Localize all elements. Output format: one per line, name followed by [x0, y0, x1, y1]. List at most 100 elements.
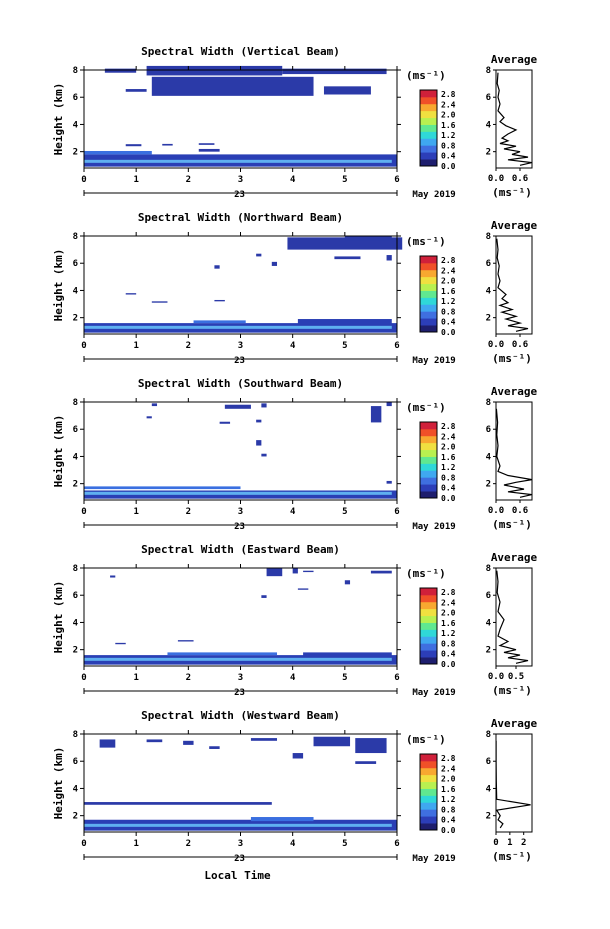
colorbar-tick-label: 0.0 — [441, 660, 456, 669]
average-y-tick-label: 8 — [486, 398, 491, 408]
average-y-tick-label: 4 — [486, 286, 492, 296]
y-tick-label: 6 — [73, 93, 78, 103]
heatmap-cell — [386, 255, 392, 261]
colorbar-tick-label: 0.0 — [441, 826, 456, 835]
average-unit: (ms⁻¹) — [492, 186, 532, 199]
colorbar-swatch — [420, 117, 437, 125]
colorbar-swatch — [420, 795, 437, 803]
colorbar-swatch — [420, 788, 437, 796]
average-x-tick-label: 0.5 — [508, 672, 524, 682]
heatmap-cell — [250, 738, 278, 741]
colorbar-swatch — [420, 636, 437, 644]
y-tick-label: 6 — [73, 757, 78, 767]
colorbar-swatch — [420, 422, 437, 430]
colorbar-swatch — [420, 823, 437, 831]
average-frame — [495, 235, 533, 335]
colorbar-tick-label: 1.6 — [441, 287, 456, 296]
heatmap-cell — [84, 823, 392, 827]
heatmap-cell — [282, 68, 387, 75]
colorbar-tick-label: 0.0 — [441, 162, 456, 171]
heatmap-cell — [334, 256, 361, 260]
colorbar-unit: (ms⁻¹) — [406, 401, 446, 414]
colorbar-swatch — [420, 643, 437, 651]
colorbar-swatch — [420, 484, 437, 492]
x-tick-label: 4 — [290, 507, 296, 517]
colorbar-tick-label: 2.4 — [441, 764, 456, 773]
average-profile-line — [495, 408, 533, 498]
colorbar-swatch — [420, 256, 437, 264]
average-y-tick-label: 4 — [486, 618, 492, 628]
colorbar-tick-label: 0.4 — [441, 318, 456, 327]
colorbar-tick-label: 1.2 — [441, 131, 456, 140]
heatmap-cell — [256, 253, 262, 257]
x-tick-label: 3 — [238, 839, 243, 849]
heatmap-cell — [297, 319, 392, 325]
x-tick-label: 0 — [81, 341, 86, 351]
y-tick-label: 6 — [73, 425, 78, 435]
x-tick-label: 5 — [342, 673, 347, 683]
colorbar-swatch — [420, 96, 437, 105]
colorbar-frame — [419, 753, 438, 831]
heatmap-cell — [344, 580, 351, 585]
heatmap-cell — [266, 568, 283, 577]
average-unit: (ms⁻¹) — [492, 684, 532, 697]
colorbar-tick-label: 0.8 — [441, 141, 456, 150]
heatmap-cell — [256, 419, 262, 423]
x-tick-label: 0 — [81, 175, 86, 185]
colorbar-swatch — [420, 269, 437, 278]
y-axis-label: Height (km) — [52, 581, 65, 654]
heatmap-cell — [125, 144, 142, 147]
x-tick-label: 6 — [394, 673, 399, 683]
x-tick-label: 6 — [394, 341, 399, 351]
average-x-tick-label: 0.0 — [488, 174, 504, 184]
average-x-tick-label: 0.6 — [512, 506, 528, 516]
average-frame — [495, 733, 533, 833]
y-axis-label: Height (km) — [52, 249, 65, 322]
colorbar-swatch — [420, 608, 437, 617]
y-axis-label: Height (km) — [52, 415, 65, 488]
colorbar-tick-label: 2.4 — [441, 266, 456, 275]
x-tick-label: 1 — [133, 673, 138, 683]
date-label: 23 — [234, 190, 245, 200]
month-year-label: May 2019 — [412, 356, 455, 366]
y-tick-label: 8 — [73, 232, 78, 242]
colorbar-tick-label: 2.8 — [441, 588, 456, 597]
colorbar-swatch — [420, 318, 437, 326]
colorbar-swatch — [420, 90, 437, 98]
colorbar-tick-label: 2.0 — [441, 775, 456, 784]
average-x-tick-label: 0.6 — [512, 174, 528, 184]
colorbar-swatch — [420, 816, 437, 824]
average-x-tick-label: 1 — [507, 838, 512, 848]
colorbar-swatch — [420, 124, 437, 132]
heatmap-cell — [256, 440, 262, 446]
average-profile-line — [496, 72, 533, 166]
colorbar-tick-label: 1.6 — [441, 785, 456, 794]
average-x-tick-label: 0.6 — [512, 340, 528, 350]
colorbar-frame — [419, 587, 438, 665]
average-y-tick-label: 6 — [486, 591, 491, 601]
y-tick-label: 8 — [73, 730, 78, 740]
colorbar-swatch — [420, 145, 437, 153]
colorbar-tick-label: 1.2 — [441, 795, 456, 804]
heatmap-cell — [261, 453, 267, 457]
colorbar-tick-label: 0.4 — [441, 484, 456, 493]
average-frame — [495, 69, 533, 169]
average-y-tick-label: 4 — [486, 452, 492, 462]
heatmap-cell — [146, 416, 152, 419]
colorbar-tick-label: 0.8 — [441, 473, 456, 482]
average-x-tick-label: 0.0 — [488, 506, 504, 516]
colorbar-swatch — [420, 615, 437, 623]
heatmap-cell — [344, 236, 392, 241]
y-axis-label: Height (km) — [52, 83, 65, 156]
colorbar-tick-label: 1.2 — [441, 297, 456, 306]
heatmap-cell — [261, 403, 267, 408]
colorbar-swatch — [420, 103, 437, 112]
colorbar-swatch — [420, 159, 437, 167]
colorbar-swatch — [420, 131, 437, 139]
heatmap-cell — [386, 402, 392, 407]
colorbar-tick-label: 2.4 — [441, 432, 456, 441]
y-tick-label: 2 — [73, 812, 78, 822]
x-tick-label: 2 — [186, 507, 191, 517]
average-profile-line — [496, 238, 529, 332]
y-tick-label: 4 — [73, 618, 79, 628]
